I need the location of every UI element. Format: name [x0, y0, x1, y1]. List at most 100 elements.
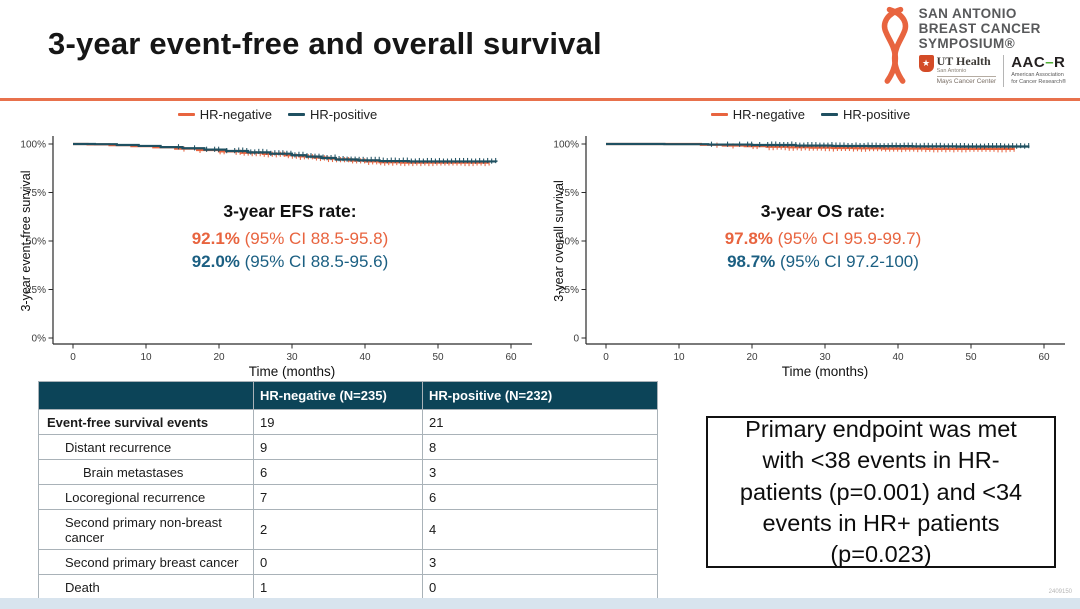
legend-item-hr-negative: HR-negative: [710, 107, 806, 122]
svg-text:Time (months): Time (months): [249, 364, 336, 379]
legend-item-hr-negative: HR-negative: [177, 107, 273, 122]
svg-text:40: 40: [359, 352, 371, 363]
efs-rate-heading: 3-year EFS rate:: [223, 201, 357, 221]
header-blank: [38, 381, 254, 410]
hr-positive-value: 21: [422, 409, 658, 435]
os-annotation: 3-year OS rate: 97.8% (95% CI 95.9-99.7)…: [608, 201, 1038, 273]
svg-text:0%: 0%: [32, 334, 47, 345]
ut-health-logo: ★ UT Health San Antonio Mays Cancer Cent…: [918, 54, 997, 86]
os-rate-heading: 3-year OS rate:: [760, 201, 886, 221]
svg-text:60: 60: [505, 352, 517, 363]
legend-label: HR-positive: [843, 107, 911, 122]
hr-positive-value: 8: [422, 434, 658, 460]
ut-health-center: Mays Cancer Center: [936, 76, 997, 86]
hr-negative-line-swatch: [710, 113, 728, 116]
table-row: Distant recurrence 9 8: [38, 434, 658, 460]
svg-text:20: 20: [746, 352, 758, 363]
table-row: Second primary breast cancer 0 3: [38, 549, 658, 575]
hr-negative-line-swatch: [177, 113, 195, 116]
svg-text:100%: 100%: [20, 140, 46, 151]
legend-label: HR-negative: [732, 107, 806, 122]
row-label: Death: [38, 574, 254, 600]
hr-negative-value: 2: [253, 509, 423, 550]
aacr-green-dash: –: [1045, 54, 1055, 72]
svg-text:40: 40: [892, 352, 904, 363]
svg-text:10: 10: [140, 352, 152, 363]
sabcs-logo-text: SAN ANTONIO BREAST CANCER SYMPOSIUM® ★ U…: [918, 6, 1066, 88]
page-title: 3-year event-free and overall survival: [48, 26, 602, 61]
hr-negative-value: 7: [253, 484, 423, 510]
os-chart-panel: HR-negative HR-positive 100% 75% 50% 25% 0 0 1…: [553, 104, 1068, 384]
table-row: Second primary non-breast cancer 2 4: [38, 509, 658, 550]
ut-health-shield-icon: ★: [918, 55, 934, 73]
svg-text:50: 50: [432, 352, 444, 363]
svg-text:50: 50: [965, 352, 977, 363]
svg-text:30: 30: [286, 352, 298, 363]
hr-negative-value: 0: [253, 549, 423, 575]
header-hr-negative: HR-negative (N=235): [253, 381, 423, 410]
row-label: Distant recurrence: [38, 434, 254, 460]
os-rate-hr-negative: 97.8% (95% CI 95.9-99.7): [724, 229, 922, 248]
svg-text:25%: 25%: [559, 285, 579, 296]
svg-text:75%: 75%: [559, 188, 579, 199]
aacr-logo: AAC–R American Association for Cancer Res…: [1011, 55, 1066, 86]
sabcs-line1: SAN ANTONIO: [918, 6, 1017, 21]
header-hr-positive: HR-positive (N=232): [422, 381, 658, 410]
legend-item-hr-positive: HR-positive: [821, 107, 910, 122]
accent-rule: [0, 98, 1080, 101]
efs-rate-hr-negative: 92.1% (95% CI 88.5-95.8): [191, 229, 389, 248]
svg-text:Time (months): Time (months): [782, 364, 869, 379]
hr-positive-value: 3: [422, 459, 658, 485]
svg-text:50%: 50%: [559, 237, 579, 248]
events-table-body: Event-free survival events 19 21 Distant re…: [38, 409, 658, 600]
svg-text:0: 0: [70, 352, 76, 363]
hr-negative-value: 1: [253, 574, 423, 600]
legend-item-hr-positive: HR-positive: [288, 107, 377, 122]
svg-text:50%: 50%: [26, 237, 46, 248]
km-curve-hr-positive: [73, 142, 498, 163]
row-label: Event-free survival events: [38, 409, 254, 435]
efs-rate-hr-positive: 92.0% (95% CI 88.5-95.6): [191, 252, 389, 272]
row-label: Second primary breast cancer: [38, 549, 254, 575]
sabcs-ribbon-icon: [881, 6, 908, 84]
svg-text:75%: 75%: [26, 188, 46, 199]
events-table: HR-negative (N=235) HR-positive (N=232) …: [38, 381, 658, 600]
table-row: Event-free survival events 19 21: [38, 409, 658, 435]
ut-health-name: UT Health: [936, 54, 991, 69]
hr-negative-value: 19: [253, 409, 423, 435]
legend-label: HR-negative: [199, 107, 273, 122]
svg-text:100%: 100%: [553, 140, 579, 151]
hr-positive-value: 0: [422, 574, 658, 600]
table-header-row: HR-negative (N=235) HR-positive (N=232): [38, 381, 658, 410]
hr-positive-value: 4: [422, 509, 658, 550]
aacr-wordmark: AAC–R: [1011, 54, 1066, 72]
table-row: Brain metastases 6 3: [38, 459, 658, 485]
slide-id-code: 2409150: [1048, 589, 1072, 595]
efs-legend: HR-negative HR-positive: [20, 107, 535, 122]
sabcs-line3: SYMPOSIUM®: [918, 36, 1016, 52]
row-label: Second primary non-breast cancer: [38, 509, 254, 550]
bottom-strip: [0, 598, 1080, 609]
svg-text:60: 60: [1038, 352, 1050, 363]
table-row: Locoregional recurrence 7 6: [38, 484, 658, 510]
os-legend: HR-negative HR-positive: [553, 107, 1068, 122]
svg-text:0: 0: [573, 334, 579, 345]
hr-positive-value: 6: [422, 484, 658, 510]
hr-negative-value: 6: [253, 459, 423, 485]
os-rate-hr-positive: 98.7% (95% CI 97.2-100): [727, 252, 919, 272]
hr-positive-line-swatch: [288, 113, 306, 116]
logo-divider: [1003, 55, 1005, 88]
svg-text:0: 0: [603, 352, 609, 363]
row-label: Locoregional recurrence: [38, 484, 254, 510]
svg-text:3-year event-free survival: 3-year event-free survival: [20, 170, 33, 311]
svg-text:3-year overall survival: 3-year overall survival: [553, 180, 566, 302]
efs-annotation: 3-year EFS rate: 92.1% (95% CI 88.5-95.8…: [75, 201, 505, 273]
efs-chart-panel: HR-negative HR-positive 100% 75% 50% 25% 0% 0…: [20, 104, 535, 384]
aacr-subtitle: American Association for Cancer Research®: [1011, 72, 1066, 86]
sabcs-line2: BREAST CANCER: [918, 21, 1041, 37]
table-row: Death 1 0: [38, 574, 658, 600]
hr-positive-line-swatch: [821, 113, 839, 116]
row-label: Brain metastases: [38, 459, 254, 485]
svg-text:30: 30: [819, 352, 831, 363]
